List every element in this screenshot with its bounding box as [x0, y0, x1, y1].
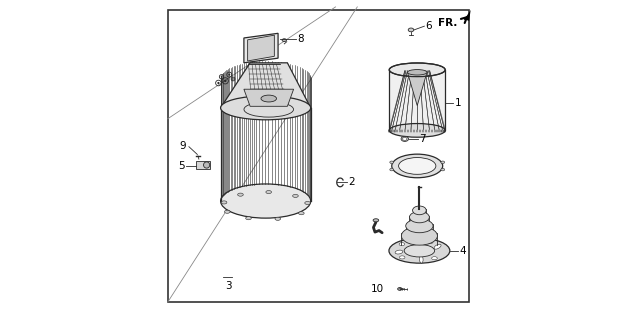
Ellipse shape: [275, 217, 280, 220]
Ellipse shape: [408, 70, 427, 75]
Text: 7: 7: [419, 134, 426, 144]
Ellipse shape: [419, 255, 423, 263]
Ellipse shape: [261, 95, 276, 102]
Text: 9: 9: [179, 141, 186, 151]
Ellipse shape: [390, 168, 394, 171]
Text: 5: 5: [179, 161, 185, 171]
Text: 1: 1: [454, 98, 461, 108]
Ellipse shape: [225, 210, 230, 213]
Text: 2: 2: [349, 178, 355, 188]
Ellipse shape: [413, 206, 426, 215]
Text: 10: 10: [371, 284, 383, 294]
Circle shape: [228, 74, 230, 76]
Text: 8: 8: [298, 34, 304, 44]
Ellipse shape: [404, 245, 435, 257]
Ellipse shape: [237, 193, 243, 196]
Text: 4: 4: [459, 246, 466, 256]
Ellipse shape: [305, 202, 310, 205]
Ellipse shape: [389, 238, 450, 263]
Polygon shape: [248, 35, 275, 61]
Bar: [389, 70, 445, 130]
Ellipse shape: [441, 168, 445, 171]
Ellipse shape: [403, 137, 407, 140]
Ellipse shape: [389, 124, 445, 137]
Ellipse shape: [406, 219, 433, 233]
Bar: [196, 161, 211, 169]
Circle shape: [204, 162, 210, 168]
Polygon shape: [408, 72, 427, 105]
Polygon shape: [221, 63, 310, 108]
Ellipse shape: [410, 212, 429, 223]
Ellipse shape: [292, 194, 298, 197]
Text: 3: 3: [225, 281, 232, 291]
Polygon shape: [465, 10, 470, 21]
Ellipse shape: [390, 161, 394, 163]
Ellipse shape: [431, 257, 437, 260]
Circle shape: [224, 80, 227, 82]
Ellipse shape: [401, 136, 408, 141]
Ellipse shape: [397, 288, 402, 290]
Ellipse shape: [399, 158, 436, 174]
Ellipse shape: [246, 217, 252, 220]
Ellipse shape: [408, 28, 414, 32]
Ellipse shape: [428, 241, 433, 244]
Ellipse shape: [434, 244, 441, 249]
Ellipse shape: [413, 239, 417, 246]
Ellipse shape: [299, 212, 304, 215]
Ellipse shape: [441, 161, 445, 163]
Ellipse shape: [266, 191, 271, 194]
Ellipse shape: [395, 250, 403, 254]
Ellipse shape: [221, 184, 310, 218]
Ellipse shape: [392, 154, 443, 178]
Polygon shape: [244, 89, 294, 106]
Ellipse shape: [389, 63, 445, 77]
Text: 6: 6: [426, 21, 432, 31]
Ellipse shape: [399, 243, 404, 246]
Ellipse shape: [373, 219, 379, 222]
Ellipse shape: [221, 96, 310, 120]
Circle shape: [221, 76, 223, 78]
Ellipse shape: [399, 256, 405, 259]
Text: FR.: FR.: [438, 18, 458, 28]
Ellipse shape: [401, 227, 437, 245]
Ellipse shape: [221, 201, 227, 204]
Circle shape: [232, 78, 234, 80]
Ellipse shape: [282, 39, 287, 41]
Circle shape: [218, 82, 220, 84]
Polygon shape: [244, 33, 278, 63]
